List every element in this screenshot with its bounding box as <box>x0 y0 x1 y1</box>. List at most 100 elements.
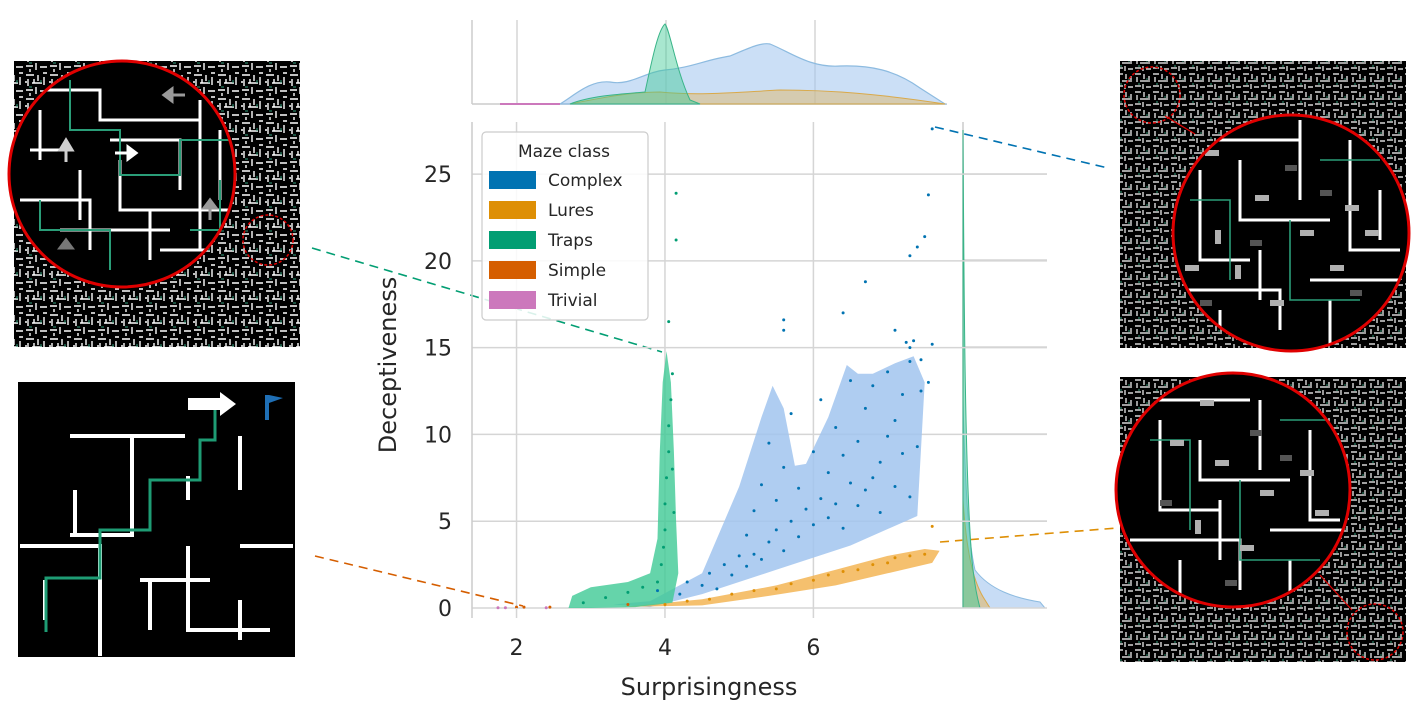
point-simple <box>548 605 552 609</box>
point-traps <box>581 601 585 605</box>
trap-maze-thumbnail <box>7 59 300 347</box>
point-complex <box>834 502 838 506</box>
point-traps <box>641 585 645 589</box>
legend-swatch-traps <box>489 231 536 249</box>
density-lures <box>620 549 940 608</box>
point-complex <box>915 445 919 449</box>
point-lures <box>893 556 897 560</box>
point-simple <box>522 605 526 609</box>
point-complex <box>849 379 852 383</box>
point-complex <box>789 412 793 416</box>
point-complex <box>919 358 923 362</box>
point-complex <box>919 389 923 393</box>
point-complex <box>908 495 912 499</box>
point-traps <box>672 511 676 514</box>
point-traps <box>670 467 674 471</box>
point-complex <box>774 498 778 502</box>
point-lures <box>856 568 860 572</box>
point-complex <box>685 580 689 584</box>
point-complex <box>930 127 934 131</box>
point-complex <box>912 339 916 343</box>
legend-label-traps: Traps <box>547 231 593 251</box>
point-lures <box>730 592 734 596</box>
point-complex <box>760 483 763 487</box>
legend-label-simple: Simple <box>548 261 606 281</box>
top-marginal-density <box>471 20 948 105</box>
point-lures <box>752 589 756 593</box>
point-complex <box>926 380 930 384</box>
y-tick-label: 0 <box>438 597 452 622</box>
x-tick-label: 6 <box>806 636 820 661</box>
point-complex <box>819 398 823 402</box>
point-traps <box>667 320 671 324</box>
point-traps <box>656 580 659 584</box>
main-plot: 2 4 6 0 5 10 15 20 25 <box>424 122 1047 661</box>
point-complex <box>834 426 838 429</box>
point-complex <box>893 328 897 332</box>
point-complex <box>878 460 882 464</box>
density-complex <box>613 356 925 608</box>
point-trivial <box>496 606 500 610</box>
point-complex <box>782 328 786 332</box>
point-traps <box>663 502 667 506</box>
point-complex <box>871 476 875 480</box>
legend-label-lures: Lures <box>548 201 594 221</box>
y-tick-label: 5 <box>438 510 452 535</box>
point-complex <box>863 488 867 492</box>
y-axis-label: Deceptiveness <box>374 277 402 453</box>
point-complex <box>715 587 719 591</box>
point-complex <box>908 254 912 258</box>
point-lures <box>663 603 667 606</box>
point-lures <box>774 587 778 591</box>
point-complex <box>841 453 845 457</box>
point-lures <box>908 554 912 558</box>
point-complex <box>878 511 882 514</box>
point-traps <box>626 590 630 594</box>
point-lures <box>708 597 711 601</box>
point-complex <box>893 485 897 488</box>
point-complex <box>811 523 815 527</box>
density-traps <box>568 351 679 608</box>
point-complex <box>752 552 756 556</box>
point-complex <box>826 516 830 520</box>
point-complex <box>841 526 845 530</box>
point-lures <box>930 524 934 528</box>
point-complex <box>856 504 860 508</box>
x-axis-label: Surprisingness <box>621 673 798 701</box>
point-lures <box>685 599 689 603</box>
point-complex <box>863 280 867 284</box>
point-complex <box>886 370 890 374</box>
point-complex <box>819 497 823 501</box>
connector-simple <box>314 555 524 607</box>
point-complex <box>789 519 793 523</box>
lures-maze-thumbnail <box>1114 371 1406 662</box>
y-tick-label: 25 <box>424 163 452 188</box>
point-traps <box>667 450 671 454</box>
point-complex <box>849 481 852 485</box>
legend-label-trivial: Trivial <box>547 291 598 311</box>
point-complex <box>767 441 771 445</box>
point-traps <box>663 528 667 532</box>
y-tick-label: 20 <box>424 250 452 275</box>
point-complex <box>923 235 927 239</box>
point-complex <box>782 549 786 553</box>
point-complex <box>752 509 756 513</box>
point-lures <box>871 563 875 567</box>
x-tick-label: 4 <box>658 636 672 661</box>
point-complex <box>797 486 801 490</box>
point-complex <box>797 535 801 539</box>
point-complex <box>901 393 904 396</box>
legend-swatch-simple <box>489 261 536 279</box>
point-complex <box>745 564 749 568</box>
point-complex <box>871 384 875 388</box>
point-traps <box>662 545 665 549</box>
point-complex <box>678 592 682 596</box>
point-complex <box>826 471 830 475</box>
point-complex <box>782 465 786 469</box>
point-traps <box>665 476 668 480</box>
point-complex <box>760 557 763 561</box>
point-lures <box>811 578 815 582</box>
y-tick-label: 15 <box>424 337 452 362</box>
x-tick-label: 2 <box>510 636 524 661</box>
point-complex <box>700 583 704 587</box>
